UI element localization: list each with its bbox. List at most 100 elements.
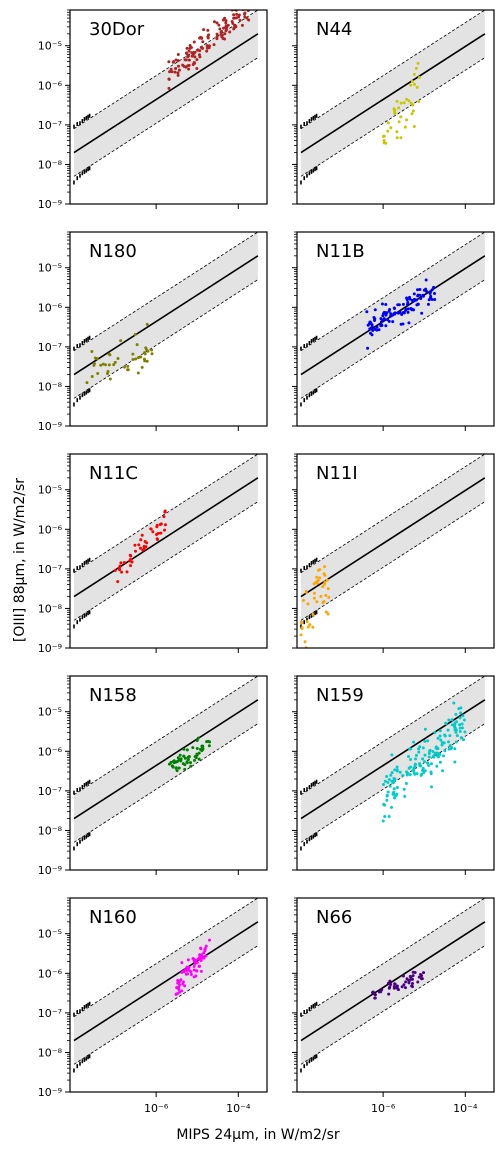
data-point: [381, 783, 385, 787]
data-point: [431, 750, 435, 754]
data-point: [392, 787, 396, 791]
noise-marker: [306, 787, 308, 792]
data-point: [184, 51, 188, 55]
noise-marker: [308, 119, 311, 124]
upper-bound-line: [73, 898, 259, 1018]
data-point: [205, 49, 209, 53]
data-point: [196, 736, 200, 740]
data-point: [447, 740, 451, 744]
data-point: [403, 986, 407, 990]
panel-n158: 10⁻⁹ 10⁻⁸ 10⁻⁷ 10⁻⁶ 10⁻⁵ N158: [38, 675, 268, 877]
data-point: [168, 70, 172, 74]
data-point: [371, 329, 375, 333]
data-point: [193, 50, 197, 54]
data-point: [412, 125, 416, 129]
data-point: [223, 37, 227, 41]
data-point: [90, 375, 94, 379]
data-point: [93, 356, 97, 360]
noise-marker: [314, 833, 316, 838]
noise-marker: [85, 1003, 88, 1008]
panel-title: N11C: [89, 463, 138, 484]
data-point: [419, 764, 423, 768]
data-point: [134, 357, 138, 361]
data-point: [113, 360, 117, 364]
noise-marker: [83, 391, 86, 396]
data-point: [187, 58, 191, 62]
data-point: [399, 115, 403, 119]
data-point: [159, 522, 163, 526]
data-point: [433, 751, 437, 755]
data-point: [453, 760, 457, 764]
plot-area: [300, 10, 486, 185]
data-point: [393, 768, 397, 772]
noise-marker: [76, 122, 79, 127]
data-point: [410, 984, 414, 988]
data-point: [248, 0, 251, 3]
y-tick-label: 10⁻⁵: [38, 706, 62, 719]
noise-marker: [310, 117, 313, 122]
y-tick-label: 10⁻⁶: [38, 745, 63, 758]
noise-marker: [315, 1054, 318, 1059]
data-point: [399, 136, 403, 140]
data-point: [387, 992, 391, 996]
data-point: [385, 793, 389, 797]
data-point: [193, 754, 197, 758]
data-point: [454, 740, 458, 744]
noise-marker: [300, 624, 302, 629]
data-point: [409, 83, 413, 87]
data-point: [388, 979, 392, 983]
data-point: [183, 767, 187, 771]
noise-marker: [306, 173, 308, 178]
panel-title: N66: [316, 907, 352, 928]
noise-marker: [76, 620, 79, 625]
data-point: [195, 58, 199, 62]
data-point: [312, 596, 316, 600]
data-point: [201, 40, 205, 44]
data-point: [395, 130, 399, 134]
panel-30dor: 10⁻⁹ 10⁻⁸ 10⁻⁷ 10⁻⁶ 10⁻⁵ 30Dor: [38, 0, 268, 211]
fit-line: [73, 921, 259, 1042]
data-point: [453, 747, 457, 751]
data-point: [424, 278, 428, 282]
data-point: [245, 0, 248, 1]
data-point: [224, 21, 228, 25]
x-tick-label: 10⁻⁴: [226, 1102, 251, 1115]
noise-marker: [88, 113, 91, 118]
y-tick-label: 10⁻⁵: [38, 484, 62, 497]
data-point: [325, 578, 329, 582]
data-point: [178, 753, 182, 757]
noise-marker: [79, 565, 81, 570]
data-point: [410, 79, 414, 83]
noise-marker: [76, 176, 79, 181]
data-point: [180, 961, 184, 965]
data-point: [415, 772, 419, 776]
x-tick-label: 10⁻⁶: [371, 1102, 396, 1115]
data-point: [395, 136, 399, 140]
data-point: [191, 746, 195, 750]
noise-marker: [306, 617, 308, 622]
data-point: [373, 308, 377, 312]
data-point: [107, 363, 111, 367]
data-point: [189, 970, 193, 974]
data-point: [176, 73, 180, 77]
data-point: [377, 990, 381, 994]
data-point: [404, 308, 408, 312]
data-point: [453, 724, 457, 728]
data-point: [406, 771, 410, 775]
data-point: [195, 747, 199, 751]
data-point: [412, 768, 416, 772]
noise-marker: [300, 346, 302, 351]
data-point: [105, 372, 109, 376]
plot-area: [73, 454, 259, 629]
data-point: [228, 30, 232, 34]
data-point: [384, 324, 388, 328]
data-point: [159, 531, 163, 535]
data-point: [386, 981, 390, 985]
data-point: [448, 734, 452, 738]
data-point: [129, 564, 133, 568]
data-point: [420, 977, 424, 981]
data-point: [417, 975, 421, 979]
data-point: [247, 2, 250, 5]
data-point: [198, 49, 202, 53]
data-point: [200, 744, 204, 748]
